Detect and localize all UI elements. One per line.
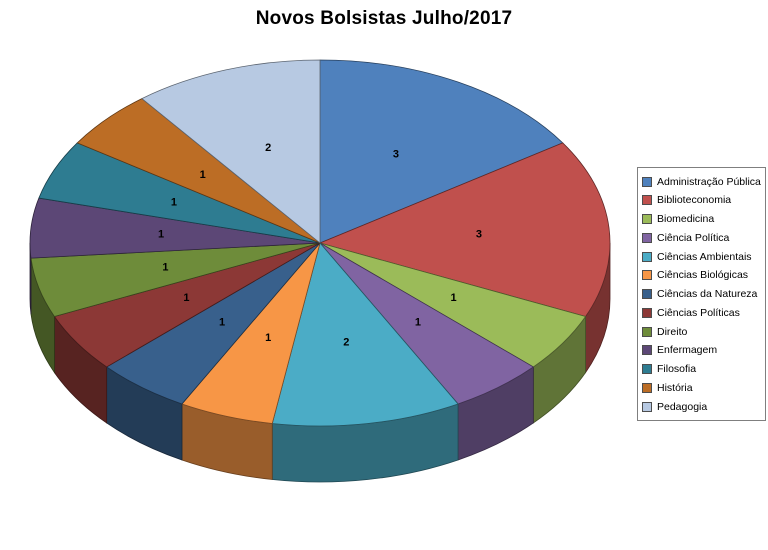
legend-item: Ciências da Natureza — [642, 287, 761, 302]
slice-value-label: 1 — [200, 169, 206, 181]
slice-value-label: 2 — [265, 142, 271, 154]
pie-slice — [141, 59, 321, 244]
legend-swatch-icon — [642, 289, 652, 299]
chart-title: Novos Bolsistas Julho/2017 — [255, 8, 513, 29]
legend-label: Ciência Política — [657, 231, 730, 244]
legend-label: Ciências Políticas — [657, 306, 740, 319]
legend-swatch-icon — [642, 382, 652, 393]
legend-item: Administração Pública — [642, 174, 761, 189]
legend-swatch-icon — [642, 307, 652, 318]
slice-value-label: 3 — [393, 148, 399, 160]
legend-label: Enfermagem — [657, 344, 718, 357]
slice-value-label: 1 — [162, 262, 168, 274]
legend-label: Administração Pública — [657, 175, 761, 188]
slice-value-label: 1 — [171, 197, 177, 209]
pie-slice — [319, 59, 564, 244]
legend-item: Direito — [642, 324, 761, 339]
legend-swatch-icon — [642, 326, 652, 337]
legend-swatch-icon — [642, 401, 652, 412]
legend-swatch-icon — [642, 251, 652, 262]
legend-swatch-icon — [642, 345, 652, 356]
legend-label: História — [657, 381, 693, 394]
legend-swatch-icon — [642, 176, 652, 187]
legend-label: Ciências Biológicas — [657, 269, 749, 282]
legend-item: Ciências Ambientais — [642, 249, 761, 264]
legend-item: Biomedicina — [642, 212, 761, 227]
legend-label: Biomedicina — [657, 213, 715, 225]
legend-label: Ciências da Natureza — [657, 288, 758, 300]
legend-item: Ciência Política — [642, 230, 761, 245]
legend-label: Biblioteconomia — [657, 194, 732, 207]
pie-slice — [271, 242, 459, 427]
slice-value-label: 1 — [265, 332, 271, 344]
legend-item: Ciências Políticas — [642, 305, 761, 320]
legend-label: Ciências Ambientais — [657, 250, 752, 263]
legend-label: Pedagogia — [657, 400, 708, 413]
slice-value-label: 3 — [476, 229, 482, 241]
legend-swatch-icon — [642, 214, 652, 224]
slice-value-label: 2 — [343, 336, 349, 348]
legend-item: Biblioteconomia — [642, 193, 761, 208]
legend-swatch-icon — [642, 195, 652, 206]
legend-item: Enfermagem — [642, 343, 761, 358]
legend-swatch-icon — [642, 270, 652, 281]
legend-item: História — [642, 380, 761, 395]
legend-item: Filosofia — [642, 362, 761, 377]
legend-label: Filosofia — [657, 363, 697, 375]
legend-swatch-icon — [642, 364, 652, 374]
slice-value-label: 1 — [415, 316, 421, 328]
legend-item: Pedagogia — [642, 399, 761, 414]
legend-swatch-icon — [642, 232, 652, 243]
legend-label: Direito — [657, 325, 688, 338]
slice-value-label: 1 — [158, 229, 164, 241]
legend-item: Ciências Biológicas — [642, 268, 761, 283]
slice-value-label: 1 — [450, 292, 456, 304]
legend: Administração Pública Biblioteconomia Biom… — [637, 167, 766, 421]
slice-value-label: 1 — [219, 316, 225, 328]
slice-value-label: 1 — [183, 292, 189, 304]
pie-slice — [319, 142, 611, 317]
